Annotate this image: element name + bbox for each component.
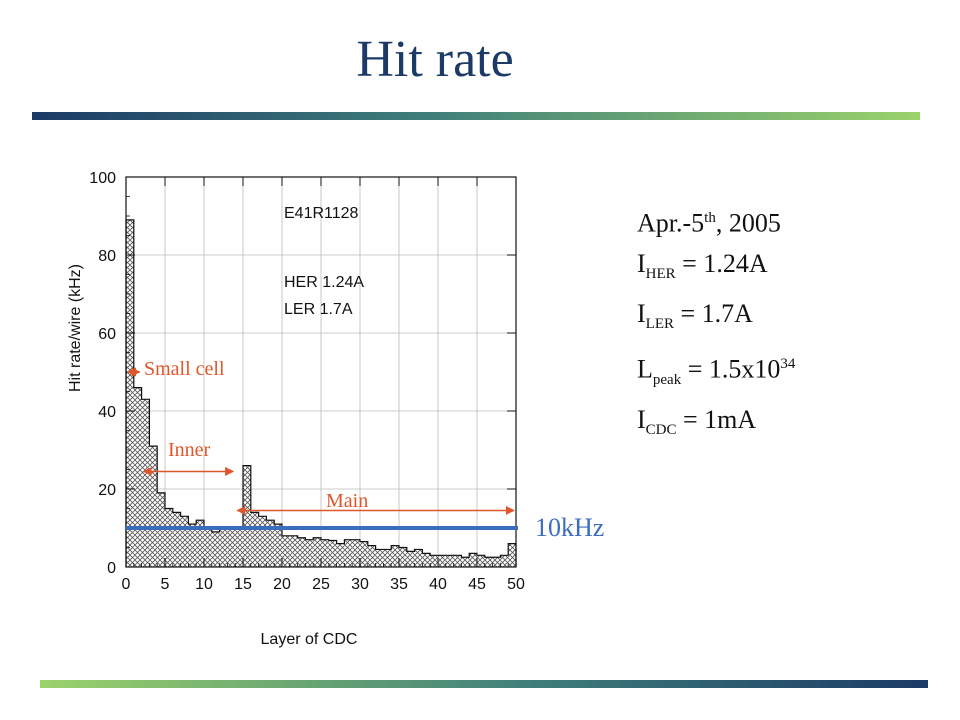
bar [305,539,314,567]
bar [367,545,376,567]
bar [352,539,360,567]
bar [344,539,353,567]
x-tick-label: 30 [351,576,369,593]
x-tick-label: 15 [234,576,252,593]
ticks-layer [125,176,517,568]
bar [508,543,516,567]
legend-entry: LER 1.7A [284,301,353,318]
y-tick-label: 100 [89,170,116,187]
bar [406,551,415,567]
region-label: Inner [168,439,211,461]
bar [180,516,189,567]
bar [235,528,243,567]
bar [445,555,454,567]
annot-layer: 10kHz Small cell Inner Main [126,358,604,542]
x-tick-label: 25 [312,576,330,593]
bar [500,555,509,567]
bar [196,520,204,567]
info-i-cdc: ICDC = 1mA [637,404,757,439]
bar [243,465,251,567]
title-rule [32,112,920,120]
y-tick-label: 20 [98,482,116,499]
bar [414,549,423,567]
run-info: Apr.-5th, 2005 IHER = 1.24A ILER = 1.7A … [637,198,795,450]
y-tick-label: 40 [98,404,116,421]
bar [391,545,399,567]
x-tick-label: 45 [468,576,486,593]
y-axis-label: Hit rate/wire (kHz) [67,264,84,392]
legend-entry: HER 1.24A [284,274,364,291]
region-label: Small cell [144,358,225,380]
bar [422,553,431,567]
bar [211,531,220,567]
x-tick-label: 10 [195,576,213,593]
bar [469,553,477,567]
bar [430,555,438,567]
x-tick-label: 0 [122,576,131,593]
bar [492,557,501,567]
bar [336,543,345,567]
bars-layer [125,219,517,567]
legend-entry: E41R1128 [284,205,359,222]
x-tick-label: 20 [273,576,291,593]
region-label: Main [326,490,368,512]
bar [328,540,337,567]
x-tick-label: 35 [390,576,408,593]
bar [438,555,446,567]
bar [461,557,470,567]
info-i-ler: ILER = 1.7A [637,298,753,333]
x-tick-label: 5 [161,576,170,593]
labels-layer: 0 5 10 15 20 25 30 35 40 45 50 0 20 40 60 80 100 Layer of… [67,170,525,648]
bar [375,549,384,567]
bar [133,387,142,567]
y-tick-label: 60 [98,326,116,343]
grid-layer [126,177,516,567]
bar [289,535,298,567]
reference-line-label: 10kHz [535,513,604,542]
info-date: Apr.-5th, 2005 [637,208,781,238]
bar [141,399,150,567]
bar [227,528,236,567]
bar [188,524,197,567]
bar [204,528,212,567]
bar [149,446,158,567]
info-i-her: IHER = 1.24A [637,248,768,282]
bar [383,549,392,567]
bar [313,537,321,567]
x-tick-label: 40 [429,576,447,593]
bar [274,524,282,567]
bar [484,557,493,567]
bar [453,555,462,567]
bar [360,541,368,567]
x-axis-label: Layer of CDC [261,631,358,648]
bar [297,537,306,567]
bar [219,528,228,567]
bottom-rule [40,680,928,688]
bar [258,516,267,567]
x-tick-label: 50 [507,576,525,593]
bar [172,512,181,567]
bar [321,539,329,567]
bar [250,512,259,567]
bar [165,508,173,567]
histogram-outline [125,219,517,567]
y-tick-label: 0 [107,560,116,577]
slide-title: Hit rate [356,31,514,88]
info-l-peak: Lpeak = 1.5x1034 [637,354,796,388]
bar [282,535,290,567]
bar [477,555,485,567]
bar [126,219,134,567]
bar [266,520,275,567]
y-tick-label: 80 [98,248,116,265]
bar [399,547,407,567]
